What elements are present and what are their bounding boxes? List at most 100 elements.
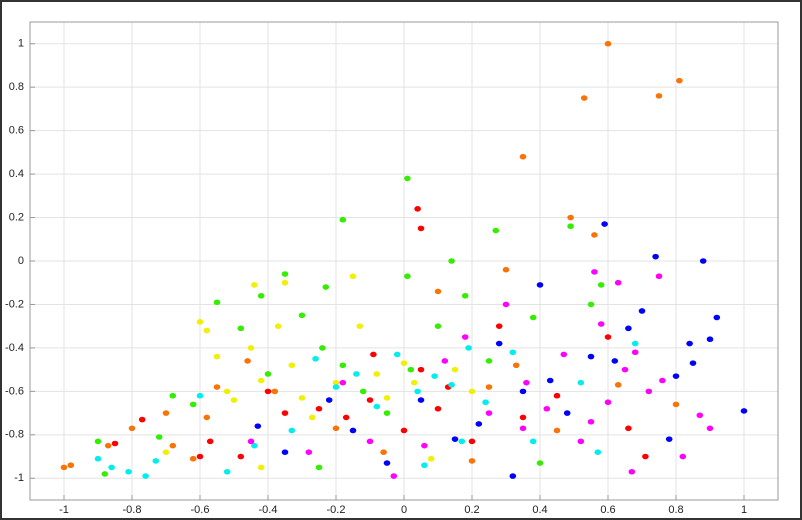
scatter-point [213,299,221,306]
scatter-point [519,153,527,160]
scatter-point [665,436,673,442]
scatter-point [404,175,411,182]
scatter-point [189,455,197,462]
x-tick-label: -0.4 [259,504,278,516]
scatter-point [288,362,296,369]
scatter-point [604,399,612,406]
scatter-point [434,323,442,329]
scatter-point [529,438,537,445]
scatter-point [104,442,112,449]
scatter-point [288,427,296,434]
scatter-point [196,392,204,399]
scatter-point [332,425,340,432]
scatter-point [339,379,347,386]
scatter-point [206,438,214,445]
scatter-point [189,401,197,408]
scatter-point [509,473,517,479]
scatter-point [672,373,680,379]
scatter-point [679,453,687,460]
scatter-point [138,416,146,423]
y-tick-label: 0.8 [9,81,24,93]
scatter-point [655,273,663,280]
scatter-point [196,319,204,325]
scatter-point [740,408,748,414]
scatter-point [332,384,340,390]
scatter-point [128,425,136,432]
scatter-point [305,449,313,456]
scatter-point [264,371,272,377]
scatter-point [67,462,75,469]
scatter-point [312,355,319,362]
scatter-point [390,473,398,479]
scatter-point [281,410,289,416]
scatter-point [642,453,649,460]
y-tick-label: 0.4 [9,168,24,180]
scatter-point [465,345,472,351]
scatter-point [237,325,245,332]
scatter-point [373,371,381,377]
scatter-point [614,382,622,388]
scatter-point [383,410,391,416]
scatter-point [162,449,170,456]
scatter-point [434,288,442,295]
scatter-point [332,379,340,386]
scatter-point [696,412,704,419]
scatter-point [597,282,605,288]
scatter-point [251,282,258,288]
scatter-point [451,366,459,373]
x-tick-label: -0.6 [191,504,210,516]
scatter-point [512,362,520,369]
y-tick-label: 0.2 [9,211,24,223]
scatter-point [370,351,377,358]
scatter-point [417,225,425,232]
scatter-point [237,453,245,460]
scatter-point [536,282,544,288]
scatter-point [502,301,510,308]
scatter-point [686,340,693,347]
y-tick-label: -0.8 [5,429,24,441]
scatter-point [591,269,598,275]
scatter-point [319,345,326,351]
scatter-point [468,438,476,445]
scatter-point [223,388,231,395]
scatter-point [359,388,367,395]
scatter-point [230,397,238,403]
x-tick-label: 0 [401,504,407,516]
scatter-point [111,440,119,447]
scatter-point [529,314,537,321]
y-tick-label: 1 [18,38,24,50]
scatter-point [298,395,306,401]
scatter-point [257,464,265,471]
scatter-point [519,425,527,432]
scatter-point [577,379,585,386]
scatter-point [407,366,415,373]
scatter-point [349,273,357,280]
scatter-point [638,308,646,314]
scatter-point [366,438,374,445]
scatter-point [349,427,357,434]
scatter-point [383,460,391,466]
x-tick-label: -0.8 [123,504,142,516]
scatter-point [451,436,459,442]
scatter-point [353,371,360,377]
scatter-point [417,397,425,403]
scatter-point [169,392,177,399]
scatter-point [60,464,68,471]
scatter-point [560,351,568,358]
scatter-point [523,379,530,386]
scatter-point [404,273,411,280]
x-tick-label: -0.2 [327,504,346,516]
scatter-point [587,418,595,425]
y-tick-label: -1 [14,472,24,484]
scatter-point [356,323,364,329]
scatter-point [264,388,272,395]
scatter-point [125,468,132,475]
scatter-point [628,468,636,475]
scatter-point [203,414,211,421]
scatter-point [448,382,455,388]
scatter-point [468,458,476,464]
scatter-point [706,336,714,343]
scatter-point [254,423,262,429]
scatter-point [441,358,449,364]
